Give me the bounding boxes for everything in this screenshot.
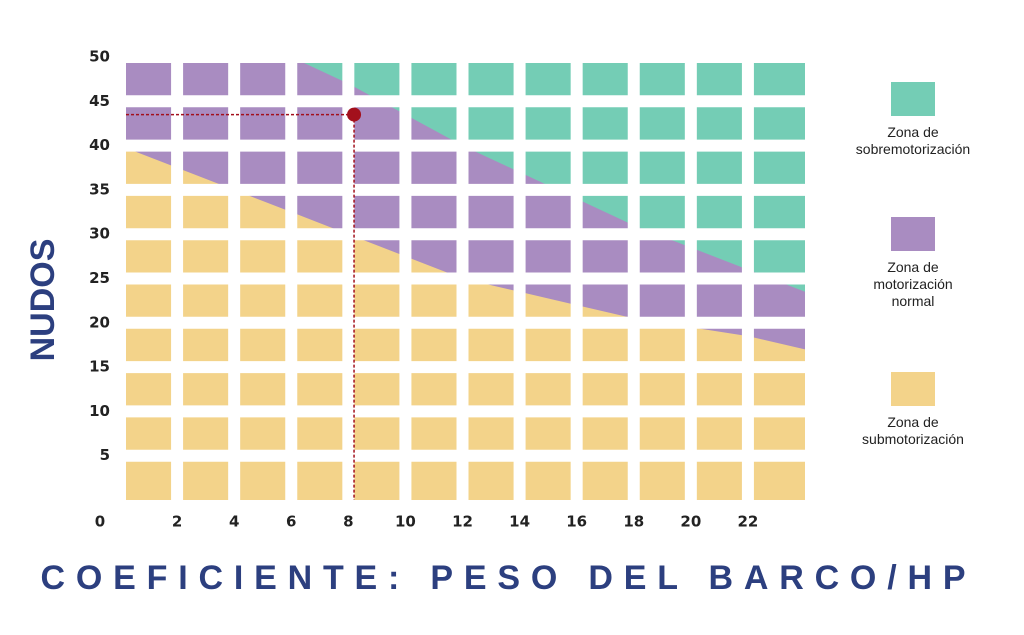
legend-label: Zona de submotorización <box>862 414 964 447</box>
x-tick-label: 8 <box>343 513 353 531</box>
x-tick-label: 10 <box>395 513 416 531</box>
legend-label: Zona de motorización normal <box>873 259 953 309</box>
x-tick-label: 2 <box>172 513 182 531</box>
x-tick-label: 18 <box>623 513 644 531</box>
legend-swatch <box>891 372 935 406</box>
x-tick-label: 22 <box>737 513 758 531</box>
x-tick-label: 6 <box>286 513 296 531</box>
y-tick-label: 40 <box>89 136 110 154</box>
y-tick-label: 30 <box>89 225 110 243</box>
y-tick-label: 25 <box>89 269 110 287</box>
legend-label: Zona de sobremotorización <box>855 124 971 157</box>
y-tick-label: 50 <box>89 48 110 66</box>
x-tick-label: 0 <box>95 513 105 531</box>
legend-item: Zona de submotorización <box>843 372 983 448</box>
x-tick-label: 16 <box>566 513 587 531</box>
y-tick-label: 5 <box>100 446 110 464</box>
legend-item: Zona de motorización normal <box>843 217 983 310</box>
y-axis-label: NUDOS <box>24 239 62 362</box>
legend-swatch <box>891 217 935 251</box>
y-tick-label: 10 <box>89 402 110 420</box>
x-tick-label: 12 <box>452 513 473 531</box>
x-tick-label: 20 <box>680 513 701 531</box>
y-tick-label: 15 <box>89 358 110 376</box>
legend-swatch <box>891 82 935 116</box>
x-tick-label: 14 <box>509 513 530 531</box>
legend-item: Zona de sobremotorización <box>843 82 983 158</box>
x-axis-label: COEFICIENTE: PESO DEL BARCO/HP <box>40 559 965 597</box>
y-tick-label: 35 <box>89 180 110 198</box>
y-tick-label: 20 <box>89 313 110 331</box>
x-tick-label: 4 <box>229 513 239 531</box>
y-tick-label: 45 <box>89 92 110 110</box>
marker <box>347 107 362 122</box>
